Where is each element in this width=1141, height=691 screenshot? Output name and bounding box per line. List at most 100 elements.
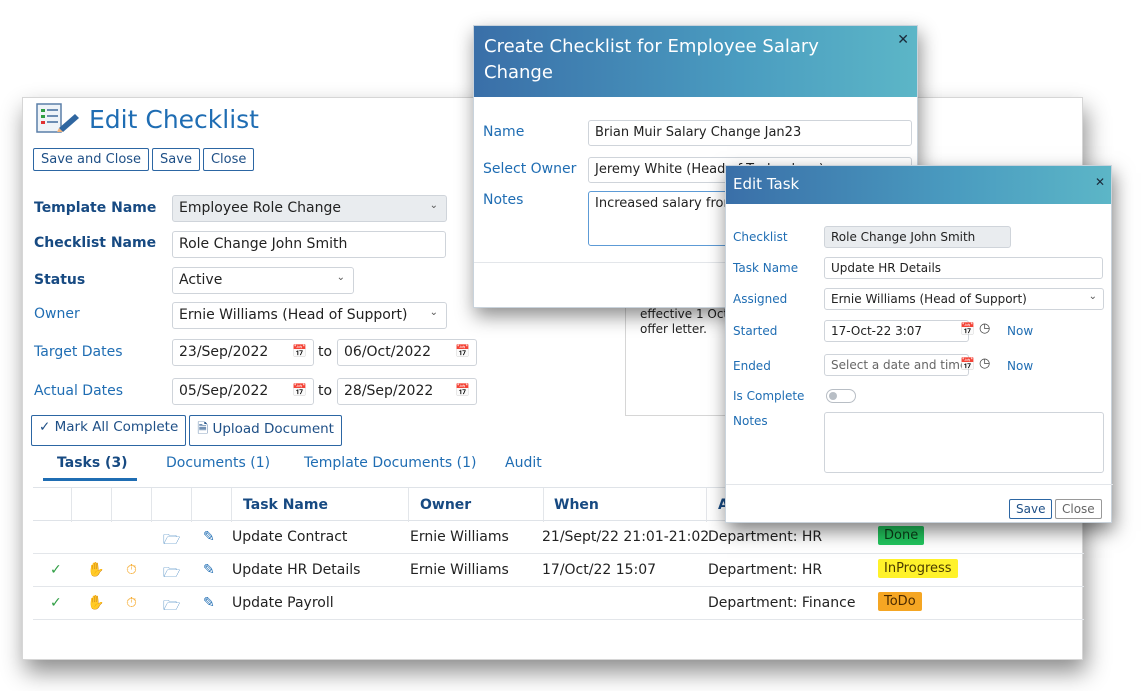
mark-all-complete-button[interactable]: ✓ Mark All Complete bbox=[31, 415, 187, 446]
to-label: to bbox=[318, 383, 333, 399]
dialog-header: Create Checklist for Employee Salary Cha… bbox=[474, 26, 917, 97]
divider bbox=[474, 262, 919, 263]
started-value: 17-Oct-22 3:07 bbox=[831, 324, 923, 338]
target-dates-label: Target Dates bbox=[34, 344, 123, 360]
actual-from-value: 05/Sep/2022 bbox=[179, 383, 269, 399]
task-name: Update Payroll bbox=[232, 595, 334, 611]
checklist-field: Role Change John Smith bbox=[824, 226, 1011, 248]
task-owner: Ernie Williams bbox=[410, 529, 509, 545]
check-icon[interactable]: ✓ bbox=[50, 595, 62, 611]
save-button[interactable]: Save bbox=[152, 148, 200, 171]
mark-all-complete-label: Mark All Complete bbox=[54, 419, 179, 435]
toolbar: Save and Close Save Close bbox=[33, 148, 255, 171]
actual-to-value: 28/Sep/2022 bbox=[344, 383, 434, 399]
started-datetime[interactable]: 17-Oct-22 3:07 bbox=[824, 320, 969, 342]
hand-icon[interactable]: ✋ bbox=[87, 595, 105, 611]
calendar-icon[interactable]: 📅 bbox=[292, 383, 307, 397]
tab-documents[interactable]: Documents (1) bbox=[166, 455, 271, 471]
task-owner: Ernie Williams bbox=[410, 562, 509, 578]
ended-now-link[interactable]: Now bbox=[1007, 359, 1034, 373]
status-select[interactable]: Active ⌄ bbox=[172, 267, 354, 294]
check-icon[interactable]: ✓ bbox=[50, 562, 62, 578]
notes-label: Notes bbox=[483, 192, 524, 208]
target-to-value: 06/Oct/2022 bbox=[344, 344, 432, 360]
ended-placeholder: Select a date and time bbox=[831, 358, 968, 372]
edit-task-dialog: Edit Task ✕ Checklist Role Change John S… bbox=[725, 165, 1113, 523]
owner-value: Ernie Williams (Head of Support) bbox=[179, 307, 408, 323]
calendar-icon[interactable]: 📅 bbox=[960, 322, 975, 336]
calendar-icon[interactable]: 📅 bbox=[455, 383, 470, 397]
save-button[interactable]: Save bbox=[1009, 499, 1053, 519]
owner-select[interactable]: Ernie Williams (Head of Support) ⌄ bbox=[172, 302, 447, 329]
dialog-title: Edit Task bbox=[733, 175, 800, 193]
table-row[interactable]: ✓ ✋ ⏱ 🗁 ✎ Update HR Details Ernie Willia… bbox=[33, 554, 1084, 587]
status-badge: ToDo bbox=[878, 592, 922, 611]
divider bbox=[726, 484, 1113, 485]
checklist-name-label: Checklist Name bbox=[34, 235, 157, 251]
hand-icon[interactable]: ✋ bbox=[87, 562, 105, 578]
target-from-date[interactable]: 23/Sep/2022 📅 bbox=[172, 339, 314, 366]
close-icon[interactable]: ✕ bbox=[1094, 175, 1105, 189]
column-owner[interactable]: Owner bbox=[420, 497, 472, 513]
task-name-input[interactable]: Update HR Details bbox=[824, 257, 1103, 279]
assigned-select[interactable]: Ernie Williams (Head of Support) ⌄ bbox=[824, 288, 1104, 310]
upload-document-label: Upload Document bbox=[212, 421, 334, 437]
folder-icon[interactable]: 🗁 bbox=[163, 598, 181, 614]
stopwatch-icon[interactable]: ⏱ bbox=[126, 562, 137, 578]
edit-icon[interactable]: ✎ bbox=[203, 529, 215, 545]
notes-textarea[interactable] bbox=[824, 412, 1104, 473]
target-to-date[interactable]: 06/Oct/2022 📅 bbox=[337, 339, 477, 366]
name-input[interactable]: Brian Muir Salary Change Jan23 bbox=[588, 120, 912, 146]
template-name-select[interactable]: Employee Role Change ⌄ bbox=[172, 195, 447, 222]
assigned-value: Ernie Williams (Head of Support) bbox=[831, 292, 1027, 306]
edit-icon[interactable]: ✎ bbox=[203, 562, 215, 578]
checklist-name-input[interactable]: Role Change John Smith bbox=[172, 231, 446, 258]
task-when: 21/Sept/22 21:01-21:02 bbox=[542, 529, 710, 545]
is-complete-toggle[interactable] bbox=[826, 389, 856, 403]
edit-icon[interactable]: ✎ bbox=[203, 595, 215, 611]
table-row[interactable]: ✓ ✋ ⏱ 🗁 ✎ Update Payroll Department: Fin… bbox=[33, 587, 1084, 620]
chevron-down-icon: ⌄ bbox=[336, 272, 345, 283]
task-name-label: Task Name bbox=[733, 261, 799, 275]
stopwatch-icon[interactable]: ⏱ bbox=[126, 595, 137, 611]
tab-audit[interactable]: Audit bbox=[505, 455, 542, 471]
dialog-title: Create Checklist for Employee Salary Cha… bbox=[484, 36, 819, 83]
folder-icon[interactable]: 🗁 bbox=[163, 532, 181, 548]
actual-dates-label: Actual Dates bbox=[34, 383, 124, 399]
task-department: Department: HR bbox=[708, 529, 823, 545]
column-task-name[interactable]: Task Name bbox=[243, 497, 328, 513]
task-when: 17/Oct/22 15:07 bbox=[542, 562, 657, 578]
checklist-notes-box: effective 1 Oct offer letter. bbox=[625, 303, 735, 416]
table-row[interactable]: 🗁 ✎ Update Contract Ernie Williams 21/Se… bbox=[33, 521, 1084, 554]
upload-document-button[interactable]: 🗎 Upload Document bbox=[189, 415, 342, 446]
actual-from-date[interactable]: 05/Sep/2022 📅 bbox=[172, 378, 314, 405]
status-label: Status bbox=[34, 272, 86, 288]
save-and-close-button[interactable]: Save and Close bbox=[33, 148, 150, 171]
is-complete-label: Is Complete bbox=[733, 389, 805, 403]
calendar-icon[interactable]: 📅 bbox=[960, 357, 975, 371]
actual-to-date[interactable]: 28/Sep/2022 📅 bbox=[337, 378, 477, 405]
folder-icon[interactable]: 🗁 bbox=[163, 565, 181, 581]
notes-line-1: effective 1 Oct bbox=[640, 307, 729, 321]
close-icon[interactable]: ✕ bbox=[897, 32, 909, 48]
ended-datetime[interactable]: Select a date and time bbox=[824, 354, 969, 376]
clock-icon[interactable]: ◷ bbox=[979, 356, 991, 371]
task-department: Department: Finance bbox=[708, 595, 856, 611]
active-tab-indicator bbox=[43, 478, 137, 481]
column-when[interactable]: When bbox=[554, 497, 599, 513]
calendar-icon[interactable]: 📅 bbox=[292, 344, 307, 358]
calendar-icon[interactable]: 📅 bbox=[455, 344, 470, 358]
upload-file-icon: 🗎 bbox=[197, 421, 209, 437]
clock-icon[interactable]: ◷ bbox=[979, 321, 991, 336]
page-title: Edit Checklist bbox=[89, 104, 259, 134]
close-button[interactable]: Close bbox=[202, 148, 255, 171]
target-from-value: 23/Sep/2022 bbox=[179, 344, 269, 360]
ended-label: Ended bbox=[733, 359, 771, 373]
owner-label: Owner bbox=[34, 306, 80, 322]
chevron-down-icon: ⌄ bbox=[429, 200, 438, 211]
tab-tasks[interactable]: Tasks (3) bbox=[57, 455, 128, 471]
close-button[interactable]: Close bbox=[1055, 499, 1102, 519]
started-now-link[interactable]: Now bbox=[1007, 324, 1034, 338]
notes-line-2: offer letter. bbox=[640, 322, 707, 336]
tab-template-documents[interactable]: Template Documents (1) bbox=[304, 455, 477, 471]
